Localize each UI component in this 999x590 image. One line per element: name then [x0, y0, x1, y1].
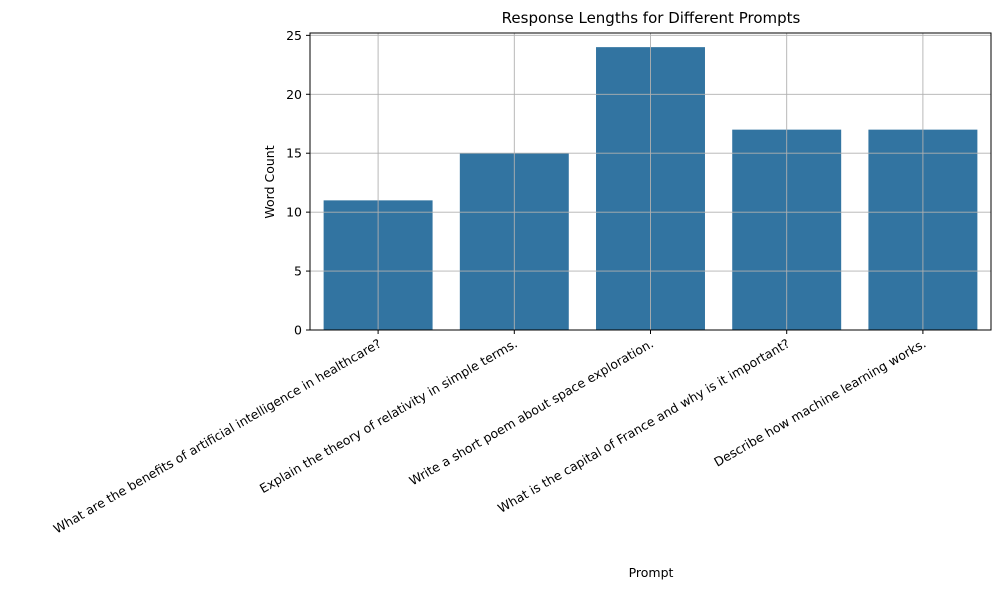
- x-tick-label-4: Describe how machine learning works.: [711, 336, 928, 470]
- x-tick-label-0: What are the benefits of artificial inte…: [51, 336, 384, 537]
- grid-layer: [310, 33, 991, 331]
- x-tick-label-1: Explain the theory of relativity in simp…: [257, 336, 520, 496]
- y-tick-label-2: 10: [286, 205, 302, 220]
- y-tick-label-1: 5: [294, 264, 302, 279]
- y-tick-label-4: 20: [286, 87, 302, 102]
- y-tick-label-3: 15: [286, 146, 302, 161]
- y-tick-label-5: 25: [286, 28, 302, 43]
- y-axis-title: Word Count: [262, 145, 277, 218]
- x-axis-title: Prompt: [629, 565, 674, 580]
- chart-title: Response Lengths for Different Prompts: [502, 9, 801, 27]
- x-tick-label-2: Write a short poem about space explorati…: [406, 336, 656, 489]
- y-tick-label-0: 0: [294, 323, 302, 338]
- x-tick-label-3: What is the capital of France and why is…: [495, 336, 792, 516]
